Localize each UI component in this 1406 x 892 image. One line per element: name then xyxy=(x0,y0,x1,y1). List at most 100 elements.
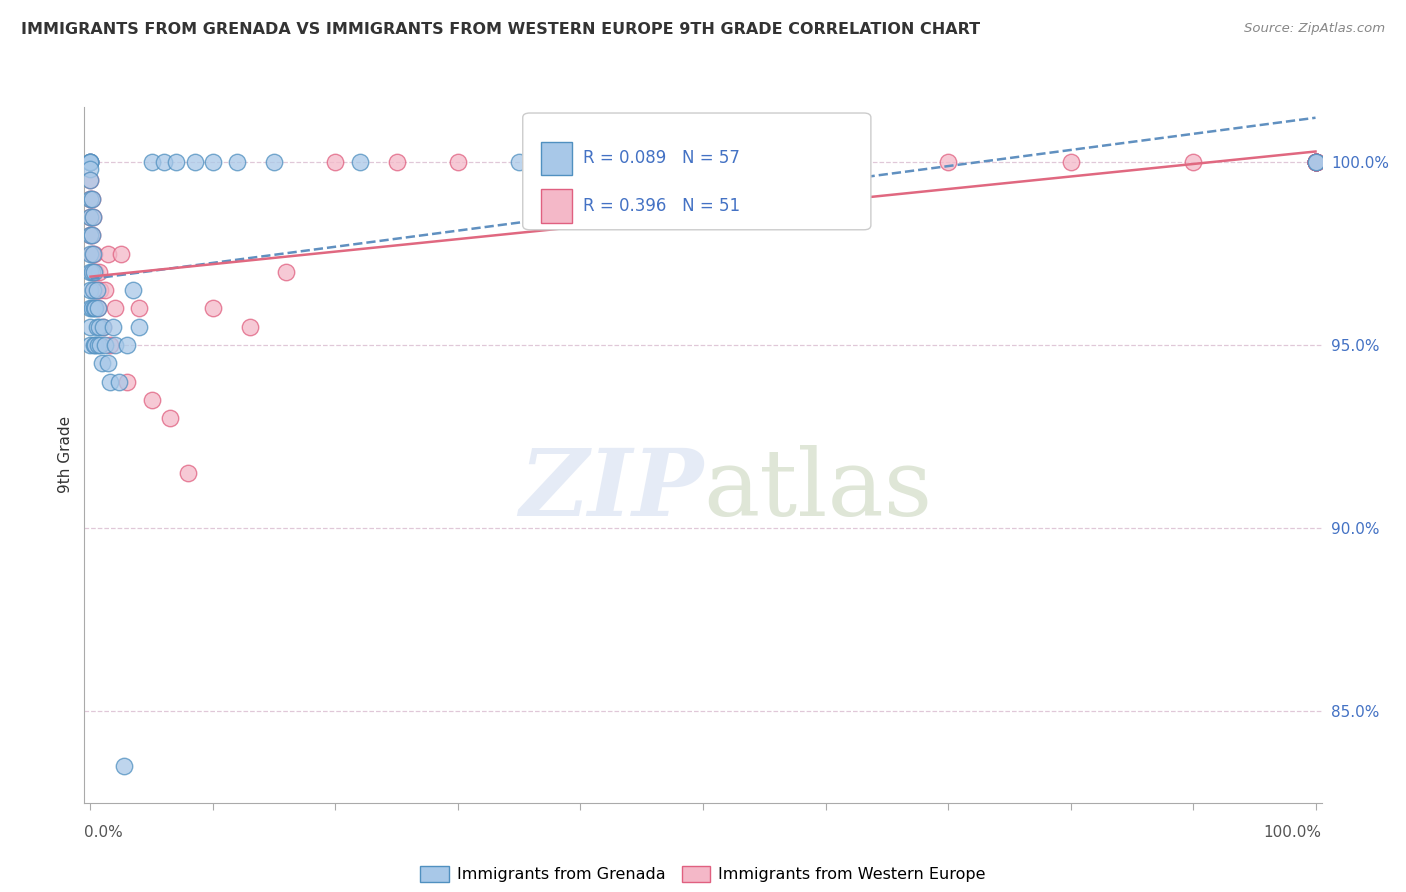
Point xyxy=(79,155,101,169)
Point xyxy=(104,301,127,316)
Point xyxy=(201,155,224,169)
Point xyxy=(1305,155,1327,169)
Point xyxy=(1305,155,1327,169)
Point xyxy=(91,319,114,334)
Point xyxy=(84,338,107,352)
Point xyxy=(83,301,105,316)
Point xyxy=(80,246,103,260)
Point xyxy=(79,319,101,334)
Point xyxy=(1305,155,1327,169)
Point xyxy=(754,155,776,169)
Point xyxy=(80,265,103,279)
Point xyxy=(115,338,138,352)
Point xyxy=(94,338,117,352)
Point xyxy=(82,283,104,297)
Point xyxy=(159,411,181,425)
Point xyxy=(936,155,959,169)
Text: R = 0.396   N = 51: R = 0.396 N = 51 xyxy=(583,197,741,215)
Point xyxy=(1305,155,1327,169)
Point xyxy=(83,283,105,297)
Point xyxy=(1305,155,1327,169)
Point xyxy=(80,228,103,243)
Point xyxy=(79,265,101,279)
Point xyxy=(89,338,111,352)
Point xyxy=(91,319,114,334)
Point xyxy=(79,192,101,206)
Point xyxy=(104,338,127,352)
Point xyxy=(107,375,129,389)
Point xyxy=(263,155,285,169)
Point xyxy=(80,301,103,316)
Point xyxy=(87,338,110,352)
Point xyxy=(82,265,104,279)
Text: IMMIGRANTS FROM GRENADA VS IMMIGRANTS FROM WESTERN EUROPE 9TH GRADE CORRELATION : IMMIGRANTS FROM GRENADA VS IMMIGRANTS FR… xyxy=(21,22,980,37)
Point xyxy=(86,283,108,297)
Point xyxy=(83,338,105,352)
Point xyxy=(79,283,101,297)
Point xyxy=(1305,155,1327,169)
Point xyxy=(79,173,101,187)
Point xyxy=(115,375,138,389)
Point xyxy=(814,155,837,169)
Point xyxy=(128,301,150,316)
Point xyxy=(79,155,101,169)
Point xyxy=(98,375,121,389)
Point xyxy=(276,265,298,279)
Point xyxy=(165,155,187,169)
Point xyxy=(87,301,110,316)
Y-axis label: 9th Grade: 9th Grade xyxy=(58,417,73,493)
Point xyxy=(1305,155,1327,169)
Point xyxy=(79,173,101,187)
Point xyxy=(1305,155,1327,169)
Point xyxy=(385,155,408,169)
Point xyxy=(141,392,163,407)
Point xyxy=(1305,155,1327,169)
Point xyxy=(79,228,101,243)
Point xyxy=(141,155,163,169)
Point xyxy=(1182,155,1205,169)
Text: atlas: atlas xyxy=(703,445,932,534)
Point xyxy=(692,155,714,169)
Point xyxy=(80,192,103,206)
Text: 0.0%: 0.0% xyxy=(84,825,124,840)
Point xyxy=(79,246,101,260)
Point xyxy=(508,155,530,169)
Point xyxy=(325,155,347,169)
Point xyxy=(98,338,121,352)
Point xyxy=(86,283,108,297)
Text: R = 0.089   N = 57: R = 0.089 N = 57 xyxy=(583,150,740,168)
Point xyxy=(177,467,200,481)
Point xyxy=(79,210,101,224)
Point xyxy=(239,319,262,334)
Text: 100.0%: 100.0% xyxy=(1264,825,1322,840)
Point xyxy=(79,155,101,169)
Point xyxy=(94,283,117,297)
Point xyxy=(84,301,107,316)
Point xyxy=(226,155,249,169)
Point xyxy=(112,759,135,773)
Point xyxy=(1305,155,1327,169)
Point xyxy=(83,265,105,279)
Point xyxy=(84,265,107,279)
Point xyxy=(79,301,101,316)
Point xyxy=(1305,155,1327,169)
Point xyxy=(86,319,108,334)
Point xyxy=(1059,155,1081,169)
Point xyxy=(79,338,101,352)
Point xyxy=(87,265,110,279)
Point xyxy=(183,155,205,169)
Point xyxy=(79,192,101,206)
Point xyxy=(82,210,104,224)
Point xyxy=(82,246,104,260)
Point xyxy=(201,301,224,316)
Point xyxy=(79,155,101,169)
Point xyxy=(87,301,110,316)
Text: Source: ZipAtlas.com: Source: ZipAtlas.com xyxy=(1244,22,1385,36)
Point xyxy=(80,192,103,206)
Point xyxy=(79,228,101,243)
Point xyxy=(80,228,103,243)
Point xyxy=(569,155,592,169)
Legend: Immigrants from Grenada, Immigrants from Western Europe: Immigrants from Grenada, Immigrants from… xyxy=(413,860,993,888)
Text: ZIP: ZIP xyxy=(519,445,703,534)
Point xyxy=(1305,155,1327,169)
